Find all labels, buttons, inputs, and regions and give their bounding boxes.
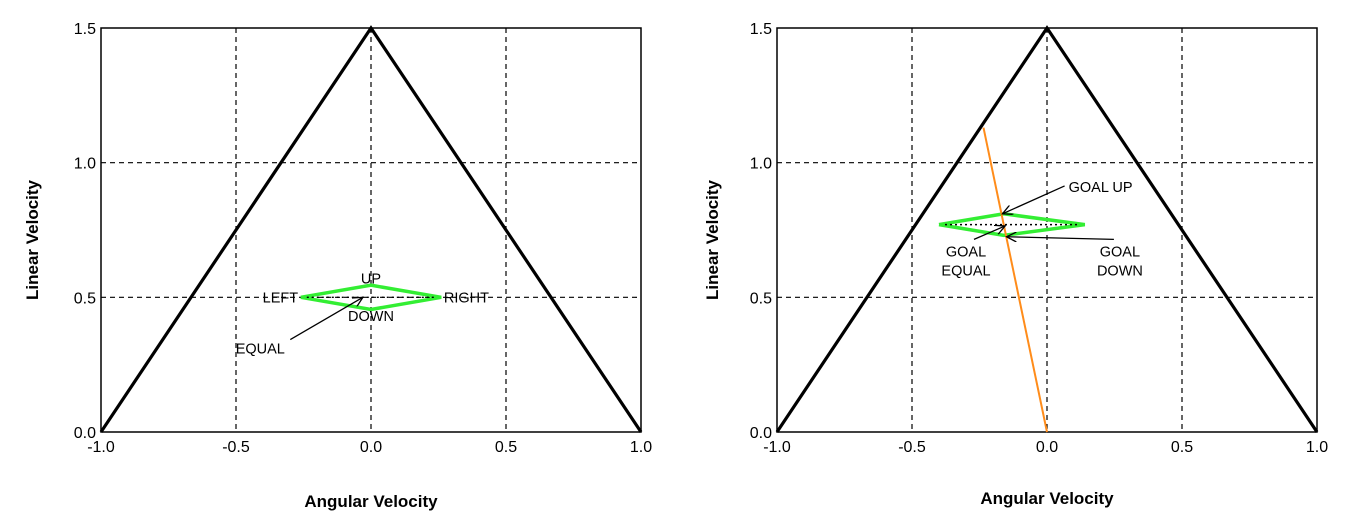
annotation-arrow — [289, 297, 363, 341]
velocity-limit-line — [775, 25, 1319, 433]
y-tick-label: 0.0 — [750, 425, 772, 442]
x-tick-label: 0.0 — [360, 439, 382, 456]
annotation-arrow — [973, 226, 1005, 240]
annotation-label: EQUAL — [941, 263, 990, 279]
y-tick-label: 0.5 — [74, 290, 96, 307]
x-tick-label: 0.0 — [1036, 439, 1058, 456]
x-axis-title: Angular Velocity — [304, 492, 438, 511]
annotation-arrow — [1002, 185, 1065, 214]
x-tick-label: -0.5 — [898, 439, 926, 456]
goal-line — [982, 127, 1048, 433]
y-axis-title: Linear Velocity — [703, 179, 722, 300]
x-tick-label: 1.0 — [630, 439, 652, 456]
velocity-window-diamond — [938, 212, 1086, 238]
x-tick-label: 0.5 — [1171, 439, 1193, 456]
y-tick-label: 0.0 — [74, 425, 96, 442]
y-tick-label: 0.5 — [750, 290, 772, 307]
y-tick-label: 1.5 — [74, 21, 96, 38]
annotation-label: DOWN — [1097, 263, 1143, 279]
y-axis-title: Linear Velocity — [23, 179, 42, 300]
annotation-label: UP — [361, 271, 381, 287]
chart-panel-2: -1.0 -0.5 0.0 0.5 1.0 0.0 0.5 1.0 1.5 Angular Vel… — [703, 21, 1328, 508]
chart-panel-1: -1.0 -0.5 0.0 0.5 1.0 0.0 0.5 1.0 1.5 Angular Vel… — [23, 21, 652, 511]
x-tick-label: -1.0 — [87, 439, 115, 456]
annotation-label: GOAL — [1100, 245, 1140, 261]
annotation-label: DOWN — [348, 309, 394, 325]
x-tick-label: -0.5 — [222, 439, 250, 456]
annotation-arrow — [1007, 237, 1114, 240]
y-tick-label: 1.0 — [74, 156, 96, 173]
annotation-label: LEFT — [263, 290, 299, 306]
annotation-label: GOAL UP — [1069, 180, 1133, 196]
x-tick-label: 1.0 — [1306, 439, 1328, 456]
annotation-label: EQUAL — [236, 342, 285, 358]
y-tick-label: 1.0 — [750, 156, 772, 173]
annotation-label: RIGHT — [444, 290, 489, 306]
x-tick-label: -1.0 — [763, 439, 791, 456]
x-axis-title: Angular Velocity — [980, 489, 1114, 508]
annotation-label: GOAL — [946, 245, 986, 261]
y-tick-label: 1.5 — [750, 21, 772, 38]
velocity-window-diamond — [300, 283, 442, 312]
x-tick-label: 0.5 — [495, 439, 517, 456]
velocity-limit-line — [99, 25, 643, 433]
